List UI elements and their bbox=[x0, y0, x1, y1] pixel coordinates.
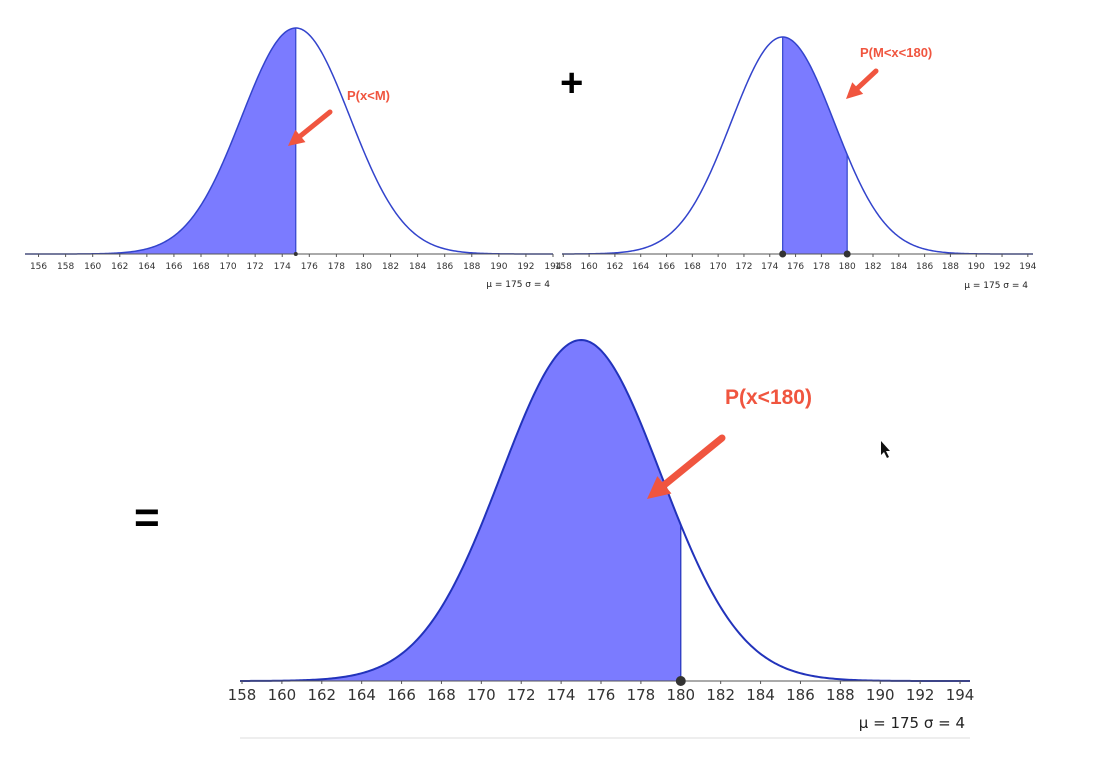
x-tick-label: 172 bbox=[507, 686, 536, 704]
annotation-arrow bbox=[855, 68, 879, 91]
boundary-point bbox=[779, 250, 787, 258]
x-tick-label: 164 bbox=[347, 686, 376, 704]
x-tick-label: 194 bbox=[1019, 262, 1036, 272]
mouse-cursor-icon bbox=[881, 441, 890, 458]
distribution-params: μ = 175 σ = 4 bbox=[859, 714, 965, 732]
x-tick-label: 186 bbox=[786, 686, 815, 704]
x-tick-label: 180 bbox=[355, 262, 372, 272]
x-tick-label: 174 bbox=[274, 262, 291, 272]
x-tick-label: 164 bbox=[632, 262, 649, 272]
x-tick-label: 156 bbox=[30, 262, 47, 272]
boundary-point bbox=[293, 252, 298, 256]
x-tick-label: 190 bbox=[866, 686, 895, 704]
annotation-arrowhead bbox=[288, 129, 306, 146]
density-curve bbox=[25, 27, 553, 255]
x-tick-label: 190 bbox=[490, 262, 507, 272]
annotation-arrow bbox=[660, 434, 726, 489]
distribution-params: μ = 175 σ = 4 bbox=[964, 281, 1028, 291]
annotation-arrow bbox=[297, 109, 333, 139]
chart-panel-right: 158 160 162 164 166 168 170 172 174 176 178 180 182 1… bbox=[555, 36, 1037, 291]
x-tick-label: 170 bbox=[710, 262, 727, 272]
x-tick-label: 184 bbox=[746, 686, 775, 704]
shaded-area bbox=[240, 340, 681, 681]
x-tick-label: 178 bbox=[328, 262, 345, 272]
density-curve bbox=[240, 338, 970, 682]
x-tick-label: 166 bbox=[387, 686, 416, 704]
x-tick-label: 178 bbox=[813, 262, 830, 272]
x-tick-label: 176 bbox=[587, 686, 616, 704]
shaded-area bbox=[782, 37, 848, 254]
x-tick-label: 160 bbox=[581, 262, 598, 272]
x-tick-label: 180 bbox=[666, 686, 695, 704]
x-tick-label: 176 bbox=[301, 262, 318, 272]
equals-sign: = bbox=[134, 493, 160, 542]
x-tick-label: 182 bbox=[382, 262, 399, 272]
x-tick-label: 158 bbox=[57, 262, 74, 272]
x-tick-label: 168 bbox=[427, 686, 456, 704]
x-tick-label: 158 bbox=[228, 686, 257, 704]
x-tick-label: 174 bbox=[761, 262, 778, 272]
x-tick-label: 194 bbox=[544, 262, 561, 272]
x-tick-label: 162 bbox=[307, 686, 336, 704]
distribution-params: μ = 175 σ = 4 bbox=[486, 280, 550, 290]
x-tick-label: 190 bbox=[968, 262, 985, 272]
x-tick-label: 172 bbox=[735, 262, 752, 272]
density-curve bbox=[561, 36, 1033, 255]
x-tick-label: 170 bbox=[219, 262, 236, 272]
annotation-label: P(M<x<180) bbox=[860, 45, 932, 60]
x-tick-label: 162 bbox=[606, 262, 623, 272]
x-tick-label: 176 bbox=[787, 262, 804, 272]
annotation-arrowhead bbox=[846, 82, 864, 99]
x-tick-label: 194 bbox=[946, 686, 975, 704]
x-tick-label: 180 bbox=[839, 262, 856, 272]
x-tick-label: 166 bbox=[165, 262, 182, 272]
boundary-point bbox=[843, 250, 851, 258]
plus-sign: + bbox=[560, 61, 583, 105]
x-tick-label: 164 bbox=[138, 262, 155, 272]
x-tick-label: 160 bbox=[268, 686, 297, 704]
x-tick-label: 186 bbox=[916, 262, 933, 272]
x-tick-label: 174 bbox=[547, 686, 576, 704]
chart-panel-left: 156 158 160 162 164 166 168 170 172 174 176 178 180 1… bbox=[25, 27, 562, 290]
annotation-label: P(x<M) bbox=[347, 88, 390, 103]
boundary-point bbox=[675, 676, 686, 686]
x-tick-label: 160 bbox=[84, 262, 101, 272]
x-tick-label: 168 bbox=[684, 262, 701, 272]
x-tick-label: 182 bbox=[864, 262, 881, 272]
x-tick-label: 178 bbox=[627, 686, 656, 704]
x-tick-label: 172 bbox=[247, 262, 264, 272]
x-tick-label: 184 bbox=[409, 262, 426, 272]
x-tick-label: 188 bbox=[942, 262, 959, 272]
shaded-area bbox=[25, 28, 296, 254]
x-tick-label: 184 bbox=[890, 262, 907, 272]
x-tick-label: 188 bbox=[826, 686, 855, 704]
x-tick-label: 182 bbox=[706, 686, 735, 704]
x-tick-label: 186 bbox=[436, 262, 453, 272]
x-tick-label: 166 bbox=[658, 262, 675, 272]
x-tick-label: 188 bbox=[463, 262, 480, 272]
x-tick-label: 192 bbox=[517, 262, 534, 272]
x-tick-label: 162 bbox=[111, 262, 128, 272]
x-tick-label: 192 bbox=[993, 262, 1010, 272]
x-tick-label: 168 bbox=[192, 262, 209, 272]
annotation-label: P(x<180) bbox=[725, 386, 812, 409]
x-tick-label: 192 bbox=[906, 686, 935, 704]
x-tick-label: 158 bbox=[555, 262, 572, 272]
annotation-arrowhead bbox=[647, 476, 672, 499]
chart-panel-bottom: 158 160 162 164 166 168 170 172 174 176 178 180 182 1… bbox=[228, 338, 975, 739]
x-tick-label: 170 bbox=[467, 686, 496, 704]
